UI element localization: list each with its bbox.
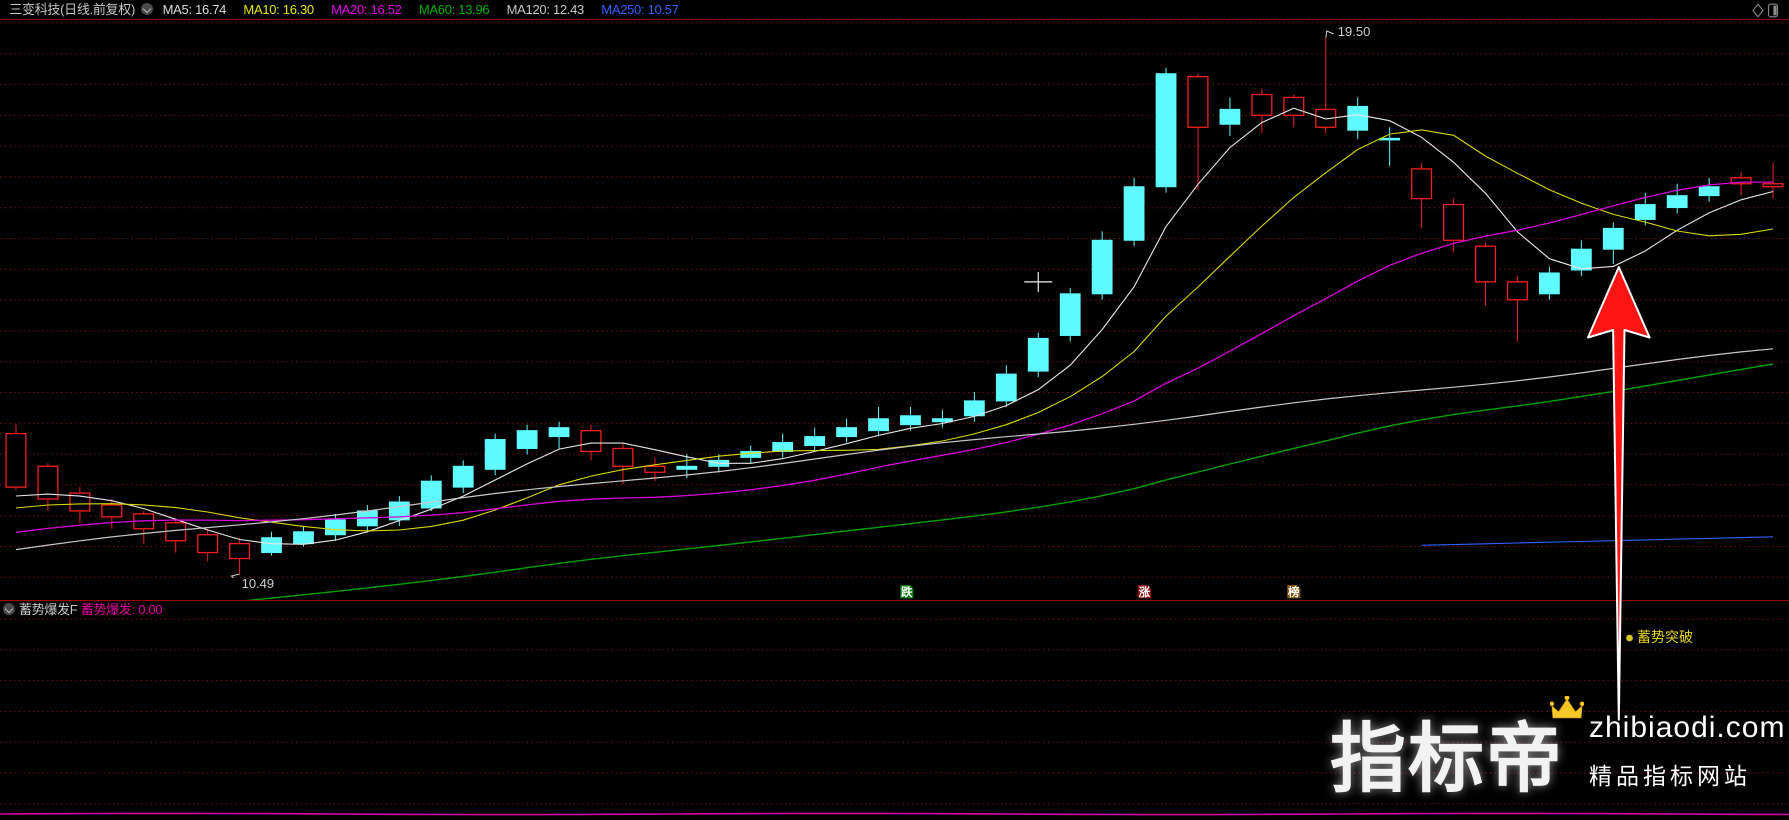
svg-text:19.50: 19.50 bbox=[1338, 24, 1371, 39]
svg-text:跌: 跌 bbox=[901, 585, 913, 599]
svg-text:榜: 榜 bbox=[1287, 585, 1300, 599]
svg-text:涨: 涨 bbox=[1139, 585, 1151, 599]
svg-text:10.49: 10.49 bbox=[242, 576, 275, 591]
